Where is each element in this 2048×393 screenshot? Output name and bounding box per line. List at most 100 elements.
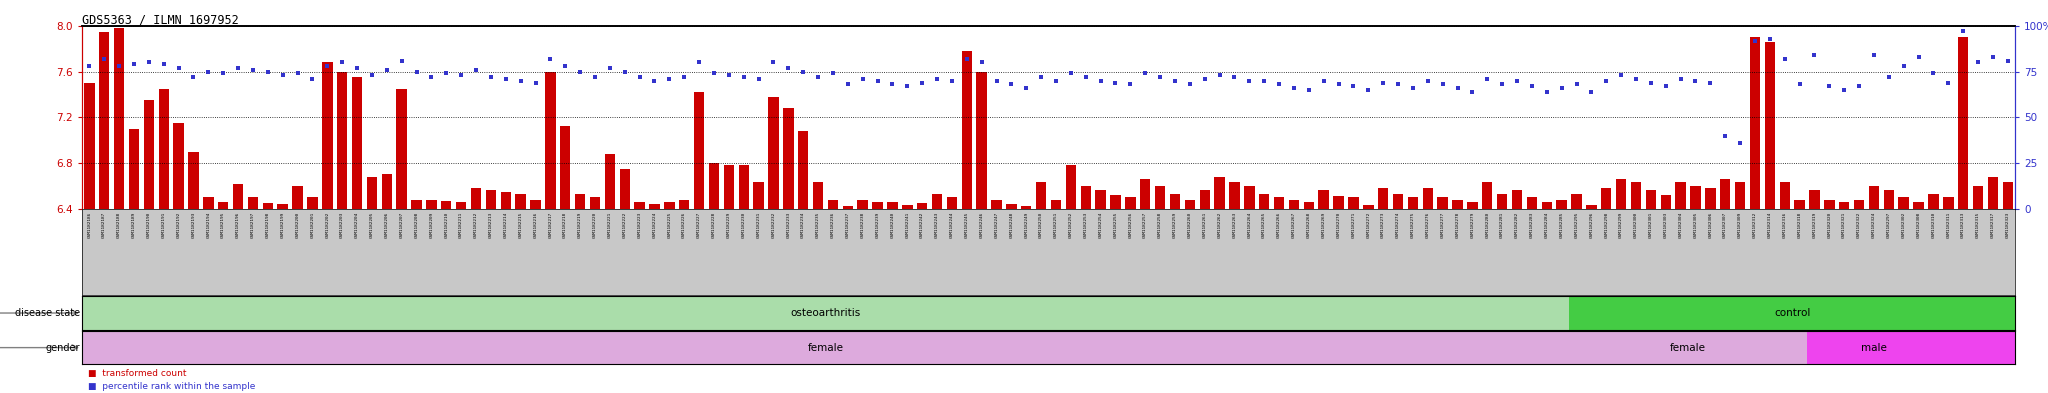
Point: [1888, 63, 1921, 69]
Point: [326, 59, 358, 66]
Point: [1991, 57, 2023, 64]
Bar: [1466, 202, 1477, 209]
Bar: [516, 194, 526, 209]
Bar: [1200, 190, 1210, 209]
Text: GSM1182315: GSM1182315: [1976, 211, 1980, 237]
Bar: [233, 184, 244, 209]
Point: [653, 76, 686, 82]
Text: GSM1182278: GSM1182278: [1456, 211, 1460, 237]
Bar: [500, 191, 510, 209]
Text: GSM1182212: GSM1182212: [473, 211, 477, 237]
Bar: [1260, 194, 1270, 209]
Point: [221, 65, 254, 71]
Bar: [397, 89, 408, 209]
Bar: [1452, 200, 1462, 209]
Point: [1174, 81, 1206, 88]
Point: [1485, 81, 1518, 88]
Text: GSM1182306: GSM1182306: [1708, 211, 1712, 237]
Point: [1812, 83, 1845, 89]
Text: GSM1182200: GSM1182200: [295, 211, 299, 237]
Bar: [1497, 194, 1507, 209]
Text: GSM1182269: GSM1182269: [1321, 211, 1325, 237]
Point: [860, 77, 893, 84]
Bar: [367, 177, 377, 209]
Text: GSM1182249: GSM1182249: [1024, 211, 1028, 237]
Point: [1307, 77, 1339, 84]
Point: [1858, 52, 1890, 58]
Bar: [82, 296, 1569, 330]
Point: [1219, 74, 1251, 80]
Point: [1247, 77, 1280, 84]
Text: GSM1182257: GSM1182257: [1143, 211, 1147, 237]
Text: GSM1182301: GSM1182301: [1649, 211, 1653, 237]
Bar: [1989, 177, 1999, 209]
Bar: [307, 197, 317, 209]
Point: [563, 68, 596, 75]
Point: [176, 74, 209, 80]
Bar: [1587, 205, 1597, 209]
Text: GSM1182318: GSM1182318: [1798, 211, 1802, 237]
Point: [1753, 36, 1786, 42]
Bar: [1081, 186, 1092, 209]
Bar: [887, 202, 897, 209]
Point: [1620, 76, 1653, 82]
Bar: [590, 197, 600, 209]
Point: [1917, 70, 1950, 77]
Point: [1233, 77, 1266, 84]
Bar: [1169, 194, 1180, 209]
Point: [1903, 54, 1935, 60]
Bar: [1096, 190, 1106, 209]
Point: [891, 83, 924, 89]
Bar: [322, 62, 332, 209]
Text: GSM1182240: GSM1182240: [891, 211, 895, 237]
Bar: [98, 32, 109, 209]
Text: GSM1182255: GSM1182255: [1114, 211, 1118, 237]
Text: GSM1182233: GSM1182233: [786, 211, 791, 237]
Text: GSM1182207: GSM1182207: [399, 211, 403, 237]
Text: GSM1182218: GSM1182218: [563, 211, 567, 237]
Text: GSM1182244: GSM1182244: [950, 211, 954, 237]
Text: GSM1182270: GSM1182270: [1337, 211, 1341, 237]
Text: GSM1182273: GSM1182273: [1380, 211, 1384, 237]
Point: [727, 74, 760, 80]
Text: GSM1182276: GSM1182276: [1425, 211, 1430, 237]
Bar: [723, 165, 733, 209]
Text: GSM1182230: GSM1182230: [741, 211, 745, 237]
Bar: [129, 129, 139, 209]
Point: [504, 77, 537, 84]
Text: GSM1182237: GSM1182237: [846, 211, 850, 237]
Bar: [217, 202, 229, 209]
Bar: [813, 182, 823, 209]
Bar: [1735, 182, 1745, 209]
Point: [1827, 87, 1860, 93]
Point: [1767, 56, 1800, 62]
Text: GSM1182239: GSM1182239: [877, 211, 879, 237]
Point: [1575, 88, 1608, 95]
Point: [1634, 79, 1667, 86]
Text: GSM1182248: GSM1182248: [1010, 211, 1014, 237]
Text: GSM1182213: GSM1182213: [489, 211, 494, 237]
Point: [981, 77, 1014, 84]
Bar: [84, 83, 94, 209]
Text: GSM1182271: GSM1182271: [1352, 211, 1356, 237]
Point: [922, 76, 954, 82]
Bar: [559, 127, 571, 209]
Point: [1456, 88, 1489, 95]
Text: GSM1182223: GSM1182223: [637, 211, 641, 237]
Point: [549, 63, 582, 69]
Bar: [1305, 202, 1315, 209]
Point: [623, 74, 655, 80]
Point: [117, 61, 150, 68]
Bar: [1333, 196, 1343, 209]
Bar: [338, 72, 348, 209]
Bar: [739, 165, 750, 209]
Bar: [1229, 182, 1239, 209]
Bar: [918, 203, 928, 209]
Bar: [1972, 186, 1982, 209]
Text: GSM1182220: GSM1182220: [594, 211, 596, 237]
Text: GSM1182219: GSM1182219: [578, 211, 582, 237]
Text: GSM1182303: GSM1182303: [1663, 211, 1667, 237]
Point: [535, 56, 567, 62]
Point: [1264, 81, 1296, 88]
Bar: [1806, 331, 2015, 364]
